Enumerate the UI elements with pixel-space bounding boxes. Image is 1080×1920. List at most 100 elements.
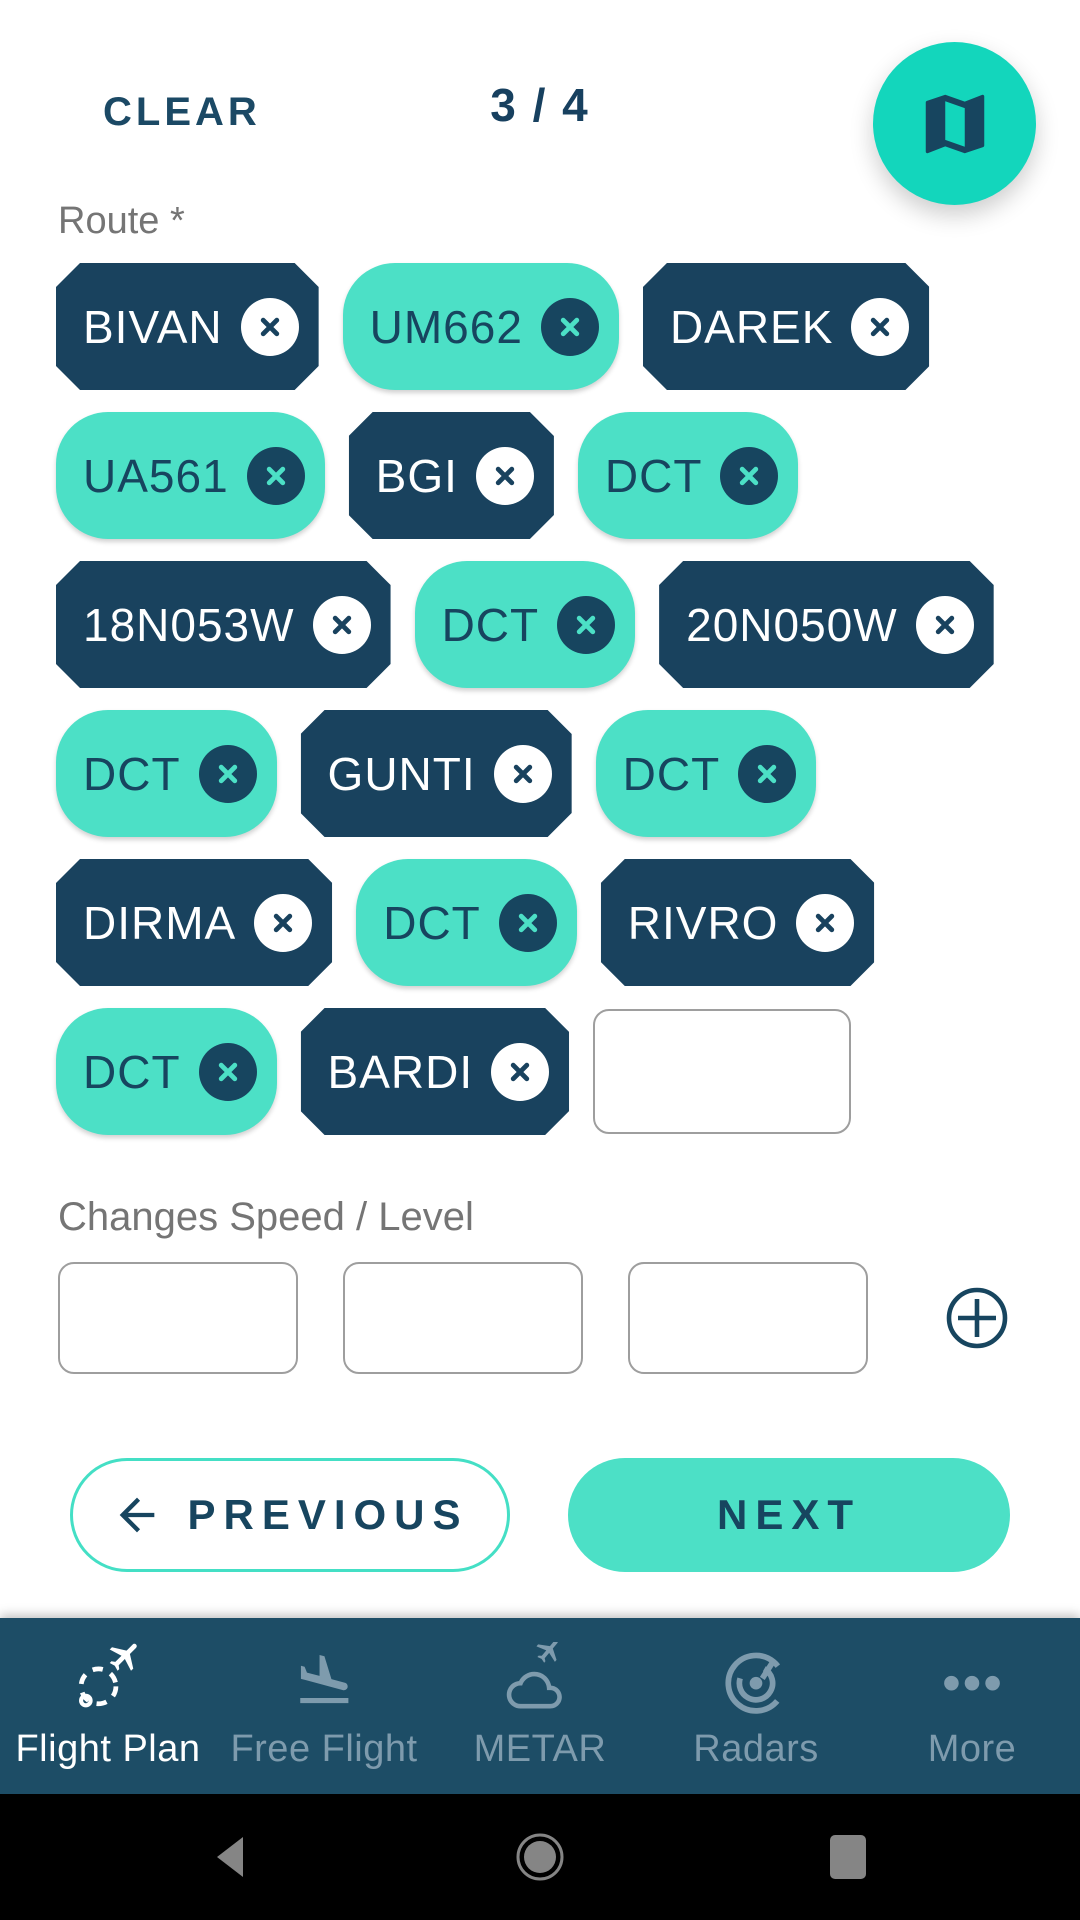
metar-icon [502,1641,578,1718]
route-chip-label: DCT [83,1045,181,1098]
remove-waypoint-icon[interactable] [491,1043,549,1101]
remove-waypoint-icon[interactable] [198,744,257,803]
radars-icon [718,1642,794,1718]
route-chip-dct[interactable]: DCT [56,710,277,837]
route-chip-label: GUNTI [327,747,476,800]
remove-waypoint-icon[interactable] [254,894,312,952]
route-chip-ua561[interactable]: UA561 [56,412,325,539]
route-chip-label: UM662 [369,300,523,353]
android-home-button[interactable] [515,1832,565,1882]
nav-label-metar: METAR [473,1727,607,1770]
remove-waypoint-icon[interactable] [494,745,552,803]
route-chip-label: DCT [604,449,703,502]
clear-button[interactable]: CLEAR [103,90,261,134]
nav-label-flight-plan: Flight Plan [15,1727,201,1770]
remove-waypoint-icon[interactable] [851,298,909,356]
remove-waypoint-icon[interactable] [796,894,854,952]
route-chip-darek[interactable]: DAREK [643,263,929,390]
route-chip-label: DCT [383,896,481,949]
route-chip-label: RIVRO [627,896,779,949]
route-chip-dct[interactable]: DCT [56,1008,277,1135]
nav-item-more[interactable]: More [864,1618,1080,1794]
android-back-icon [207,1832,257,1882]
route-chip-label: BGI [375,449,458,502]
route-chip-row: BIVAN UM662 DAREK [56,263,1040,390]
route-chip-dct[interactable]: DCT [595,710,817,837]
nav-item-free-flight[interactable]: Free Flight [216,1618,432,1794]
android-home-icon [515,1832,565,1882]
route-chip-18n053w[interactable]: 18N053W [56,561,391,688]
route-chip-row: DCT GUNTI DCT [56,710,1040,837]
remove-waypoint-icon[interactable] [498,893,557,952]
remove-waypoint-icon[interactable] [738,744,797,803]
nav-item-metar[interactable]: METAR [432,1618,648,1794]
bottom-navigation: Flight Plan Free Flight [0,1618,1080,1794]
remove-waypoint-icon[interactable] [540,297,599,356]
route-chip-row: UA561 BGI DCT [56,412,1040,539]
android-back-button[interactable] [207,1832,257,1882]
more-icon [934,1642,1010,1718]
route-chip-gunti[interactable]: GUNTI [301,710,572,837]
route-chip-label: DCT [622,747,721,800]
route-new-waypoint-input[interactable] [593,1009,852,1134]
add-icon [942,1283,1012,1353]
back-arrow-icon [111,1489,163,1541]
route-chip-label: BIVAN [83,300,223,353]
route-chip-row: DCT BARDI [56,1008,1040,1135]
route-chips: BIVAN UM662 DAREK UA561 BGI DCT 18N053W DCT 20N0… [0,243,1080,1135]
speed-level-input-3[interactable] [628,1262,868,1374]
route-chip-label: DIRMA [83,896,237,949]
android-recents-icon [823,1832,873,1882]
speed-level-input-2[interactable] [343,1262,583,1374]
nav-label-free-flight: Free Flight [230,1727,418,1770]
remove-waypoint-icon[interactable] [241,298,299,356]
route-chip-label: UA561 [83,449,229,502]
remove-waypoint-icon[interactable] [720,446,779,505]
remove-waypoint-icon[interactable] [198,1042,257,1101]
remove-waypoint-icon[interactable] [313,596,371,654]
route-chip-bardi[interactable]: BARDI [301,1008,570,1135]
route-chip-label: BARDI [327,1045,474,1098]
route-chip-dct[interactable]: DCT [356,859,577,986]
remove-waypoint-icon[interactable] [557,595,616,654]
route-chip-row: 18N053W DCT 20N050W [56,561,1040,688]
route-chip-20n050w[interactable]: 20N050W [659,561,994,688]
header: CLEAR 3 / 4 [0,0,1080,205]
android-navigation-bar [0,1794,1080,1920]
next-button-label: NEXT [716,1491,861,1538]
free-flight-icon [286,1642,362,1718]
changes-speed-level-label: Changes Speed / Level [58,1195,474,1239]
flight-plan-icon [70,1642,146,1718]
route-chip-dct[interactable]: DCT [577,412,799,539]
nav-item-radars[interactable]: Radars [648,1618,864,1794]
nav-item-flight-plan[interactable]: Flight Plan [0,1618,216,1794]
route-chip-dct[interactable]: DCT [414,561,636,688]
android-recents-button[interactable] [823,1832,873,1882]
previous-button-label: PREVIOUS [187,1491,469,1538]
route-chip-bivan[interactable]: BIVAN [56,263,319,390]
route-chip-um662[interactable]: UM662 [342,263,619,390]
step-indicator: 3 / 4 [490,79,590,131]
route-chip-label: DAREK [669,300,834,353]
route-chip-bgi[interactable]: BGI [349,412,554,539]
route-chip-rivro[interactable]: RIVRO [601,859,875,986]
changes-inputs-row [0,1262,1080,1374]
speed-level-input-1[interactable] [58,1262,298,1374]
route-chip-label: DCT [83,747,181,800]
route-chip-label: 20N050W [686,598,898,651]
route-chip-label: 18N053W [83,598,295,651]
nav-label-more: More [927,1727,1017,1770]
add-speed-level-button[interactable] [941,1282,1013,1354]
remove-waypoint-icon[interactable] [246,446,305,505]
route-chip-dirma[interactable]: DIRMA [56,859,332,986]
remove-waypoint-icon[interactable] [476,447,534,505]
remove-waypoint-icon[interactable] [916,596,974,654]
previous-button[interactable]: PREVIOUS [70,1458,510,1572]
wizard-actions: PREVIOUS NEXT [0,1458,1080,1572]
nav-label-radars: Radars [693,1727,819,1770]
map-icon [916,85,994,163]
next-button[interactable]: NEXT [568,1458,1010,1572]
route-chip-label: DCT [441,598,540,651]
map-fab-button[interactable] [873,42,1036,205]
